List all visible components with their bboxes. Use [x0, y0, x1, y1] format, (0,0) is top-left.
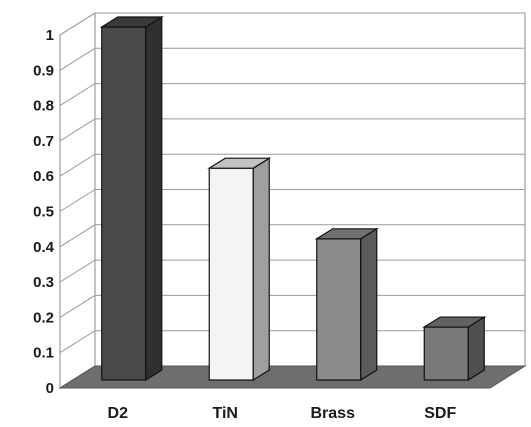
- gridline: [59, 153, 525, 177]
- gridline: [59, 224, 525, 248]
- y-tick-label: 0.2: [33, 309, 54, 326]
- y-axis-ticks: 0 0.1 0.2 0.3 0.4 0.5 0.6 0.7 0.8 0.9 1: [33, 27, 55, 397]
- bar-sdf: [422, 315, 487, 382]
- bar-brass: [314, 227, 379, 382]
- y-tick-label: 0.1: [33, 345, 54, 362]
- y-tick-label: 0.9: [33, 62, 54, 79]
- y-tick-label: 0.6: [33, 168, 54, 185]
- bar-top: [207, 157, 272, 169]
- bar-side: [252, 157, 270, 382]
- gridline: [59, 330, 525, 354]
- y-tick-label: 0.3: [33, 274, 54, 291]
- x-tick-label: Brass: [311, 405, 356, 422]
- x-tick-label: D2: [108, 405, 129, 422]
- gridline: [59, 83, 525, 107]
- bar-side: [145, 15, 163, 382]
- bar-front: [208, 167, 254, 381]
- y-tick-label: 0.7: [33, 133, 54, 150]
- bar-d2: [99, 15, 164, 382]
- y-tick-label: 0.5: [33, 204, 54, 221]
- bar-front: [101, 26, 147, 381]
- x-tick-label: TiN: [213, 405, 238, 422]
- bar-front: [316, 238, 362, 381]
- bar-top: [422, 316, 487, 328]
- plot-floor: [58, 365, 527, 389]
- gridline: [59, 189, 525, 212]
- gridline: [59, 47, 525, 71]
- bar-front: [423, 326, 469, 381]
- bar-top: [99, 16, 164, 28]
- bar-top: [314, 228, 379, 240]
- bar-side: [360, 227, 378, 382]
- y-tick-label: 0.8: [33, 98, 54, 115]
- gridline: [59, 259, 525, 283]
- bar-tin: [207, 157, 272, 382]
- x-tick-label: SDF: [424, 405, 456, 422]
- bar-side: [467, 315, 485, 382]
- gridline: [59, 12, 525, 36]
- plot-grid: [59, 12, 526, 389]
- y-tick-label: 0.4: [33, 239, 55, 256]
- floor: [58, 365, 527, 389]
- gridline: [59, 118, 525, 142]
- x-axis-ticks: D2 TiN Brass SDF: [108, 405, 457, 422]
- gridline: [59, 294, 525, 318]
- bars: [99, 15, 487, 382]
- y-tick-label: 0: [46, 380, 54, 397]
- y-tick-label: 1: [46, 27, 54, 44]
